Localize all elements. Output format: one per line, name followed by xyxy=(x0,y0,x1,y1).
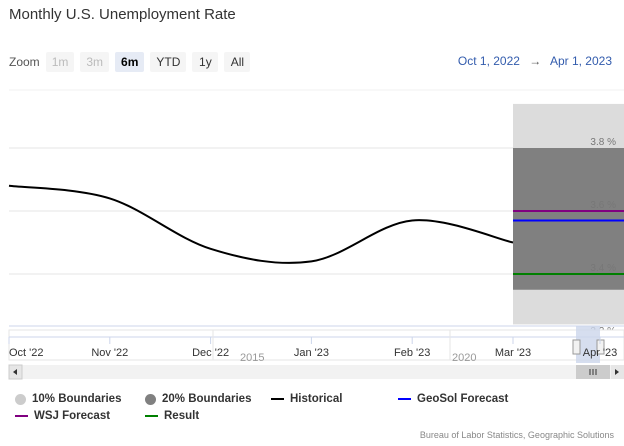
zoom-button-1m[interactable]: 1m xyxy=(45,52,75,72)
legend-item-wsj-forecast[interactable]: WSJ Forecast xyxy=(15,410,110,422)
range-selector: Zoom 1m 3m 6m YTD 1y All xyxy=(9,52,251,72)
range-from[interactable]: Oct 1, 2022 xyxy=(457,54,520,68)
zoom-label: Zoom xyxy=(9,55,40,69)
range-to[interactable]: Apr 1, 2023 xyxy=(549,54,612,68)
zoom-button-1y[interactable]: 1y xyxy=(192,52,219,72)
x-tick-label: Mar '23 xyxy=(495,347,531,359)
legend-label: 10% Boundaries xyxy=(32,393,122,405)
scrollbar-track[interactable] xyxy=(9,365,624,379)
x-tick-label: Apr '23 xyxy=(583,347,618,359)
legend-item-result[interactable]: Result xyxy=(145,410,199,422)
historical-series-line xyxy=(8,184,514,264)
navigator xyxy=(8,329,624,361)
legend-label: 20% Boundaries xyxy=(162,393,252,405)
legend-item-geosol-forecast[interactable]: GeoSol Forecast xyxy=(398,393,508,405)
legend-line-icon xyxy=(271,398,284,400)
y-tick-label: 3.8 % xyxy=(590,137,616,148)
legend-item-historical[interactable]: Historical xyxy=(271,393,342,405)
range-arrow: → xyxy=(529,54,542,68)
navigator-handle[interactable] xyxy=(572,339,581,355)
legend-label: Result xyxy=(164,410,200,422)
date-range[interactable]: Oct 1, 2022 → Apr 1, 2023 xyxy=(458,54,612,68)
navigator-year-label: 2020 xyxy=(452,352,476,364)
x-tick-label: Dec '22 xyxy=(192,347,229,359)
navigator-year-label: 2015 xyxy=(240,352,264,364)
y-tick-label: 3.6 % xyxy=(590,200,616,211)
legend-label: WSJ Forecast xyxy=(34,410,111,422)
legend-label: GeoSol Forecast xyxy=(417,393,509,405)
zoom-button-all[interactable]: All xyxy=(224,52,251,72)
band-20-boundaries xyxy=(513,148,624,290)
legend-label: Historical xyxy=(290,393,343,405)
legend-item-20-boundaries[interactable]: 20% Boundaries xyxy=(145,393,251,405)
zoom-button-ytd[interactable]: YTD xyxy=(150,52,187,72)
credits[interactable]: Bureau of Labor Statistics, Geographic S… xyxy=(419,430,614,440)
x-tick-label: Feb '23 xyxy=(394,347,430,359)
zoom-button-3m[interactable]: 3m xyxy=(80,52,110,72)
arrow-left-icon xyxy=(13,369,17,375)
arrow-right-icon xyxy=(615,369,619,375)
legend-dot-icon xyxy=(145,393,156,405)
x-tick-label: Jan '23 xyxy=(294,347,329,359)
x-tick-label: Oct '22 xyxy=(9,347,44,359)
legend-line-icon xyxy=(398,398,411,400)
legend-line-icon xyxy=(145,415,158,417)
x-tick-label: Nov '22 xyxy=(91,347,128,359)
legend-dot-icon xyxy=(15,393,26,405)
grip-icon xyxy=(589,369,597,375)
zoom-button-6m[interactable]: 6m xyxy=(115,52,145,72)
y-tick-label: 3.4 % xyxy=(590,263,616,274)
legend-line-icon xyxy=(15,415,28,417)
chart-title: Monthly U.S. Unemployment Rate xyxy=(9,6,236,23)
zoom-buttons: 1m 3m 6m YTD 1y All xyxy=(45,52,251,72)
legend-item-10-boundaries[interactable]: 10% Boundaries xyxy=(15,393,121,405)
